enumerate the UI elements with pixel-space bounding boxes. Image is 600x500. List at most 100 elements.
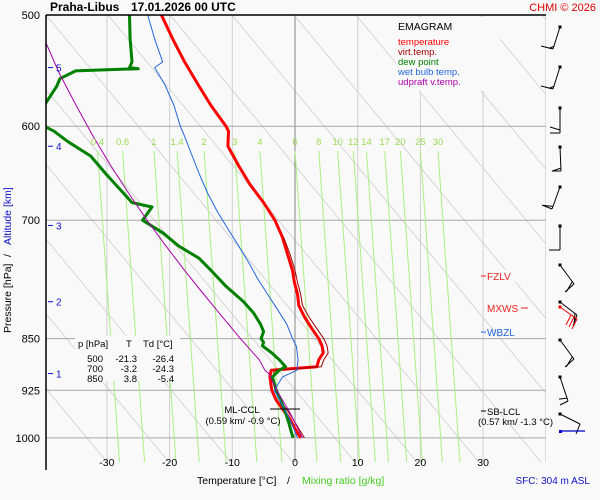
legend-wet-bulb: wet bulb temp. xyxy=(397,67,460,78)
dry-adiabat-line xyxy=(46,238,232,462)
table-cell: 850 xyxy=(87,374,103,385)
x-tick-label: 10 xyxy=(352,457,364,469)
wind-barb xyxy=(551,145,562,172)
wind-barb xyxy=(540,25,562,50)
wind-barb-shaft xyxy=(559,301,578,316)
y-axis-labels: Pressure [hPa] / Altitude [km] xyxy=(2,187,14,333)
table-header-t: T xyxy=(126,339,132,350)
wind-barb-shaft xyxy=(559,339,575,360)
table-cell: -3.2 xyxy=(121,364,137,375)
mixing-ratio-label: 0.6 xyxy=(116,137,129,148)
sb-lcl-label: SB-LCL xyxy=(487,407,520,418)
mixing-ratio-line xyxy=(437,151,461,462)
wind-barb-shaft xyxy=(559,306,578,320)
series xyxy=(46,15,329,439)
table-cell: 3.8 xyxy=(124,374,137,385)
wind-barb-flag xyxy=(559,400,569,406)
mixing-ratio-line xyxy=(234,151,258,462)
wind-barb-flag xyxy=(565,281,573,292)
dry-adiabat-line xyxy=(46,313,170,462)
mixing-ratio-line xyxy=(352,151,376,462)
surface-elevation: SFC: 304 m ASL xyxy=(516,476,591,487)
mixing-ratio-label: 1 xyxy=(151,137,156,148)
y-tick-label: 600 xyxy=(22,121,40,133)
wind-barb-flag xyxy=(558,397,568,400)
wind-barb xyxy=(558,263,575,293)
wind-barb-shaft xyxy=(559,146,562,172)
legend-dew-point: dew point xyxy=(398,57,439,68)
wind-barb-flag xyxy=(568,316,575,328)
legend-box xyxy=(396,17,500,91)
y-tick-label: 700 xyxy=(22,215,40,227)
wind-barb-flag xyxy=(549,126,561,131)
table-cell: -5.4 xyxy=(158,374,174,385)
mixing-ratio-line xyxy=(203,151,227,462)
x-axis-sep: / xyxy=(287,475,290,487)
mixing-ratio-line xyxy=(384,151,408,462)
legend-virt-temp: virt.temp. xyxy=(398,47,437,58)
altitude-tick-label: 2 xyxy=(56,298,62,309)
mixing-ratio-line xyxy=(153,151,177,462)
mixing-ratio-lines xyxy=(96,151,461,462)
dry-adiabat-line xyxy=(46,163,294,462)
y-tick-label: 1000 xyxy=(16,433,40,445)
table-cell: -24.3 xyxy=(152,364,174,375)
mixing-ratio-label: 4 xyxy=(257,137,262,148)
series-wet-bulb-temp- xyxy=(147,15,299,438)
y-axis-sep: / xyxy=(2,254,14,257)
dry-adiabat-line xyxy=(0,15,2,485)
mixing-ratio-line xyxy=(294,151,318,462)
x-tick-label: -20 xyxy=(162,457,177,469)
table-header-p: p [hPa] xyxy=(78,339,108,350)
mixing-ratio-label: 30 xyxy=(433,137,444,148)
dry-adiabat-line xyxy=(46,387,108,462)
table-row: 850 3.8 -5.4 xyxy=(87,374,174,385)
mixing-ratio-label: 25 xyxy=(415,137,426,148)
y-tick-label: 850 xyxy=(22,334,40,346)
mixing-ratio-label: 20 xyxy=(395,137,406,148)
wind-barb-flag xyxy=(548,85,555,89)
wind-barb-shaft xyxy=(552,66,561,90)
legend-updraft: udpraft v.temp. xyxy=(398,77,461,88)
table-cell: -21.3 xyxy=(115,354,137,365)
wind-barb-flag xyxy=(571,318,578,330)
mixing-ratio-label: 3 xyxy=(232,137,237,148)
altitude-tick-label: 5 xyxy=(56,64,62,75)
mixing-ratio-label: 0.4 xyxy=(91,137,104,148)
wind-barb-max xyxy=(558,305,578,330)
ml-ccl-label: ML-CCL xyxy=(224,405,259,416)
wind-barb xyxy=(558,375,569,406)
table-header-td: Td [°C] xyxy=(143,339,173,350)
mxws-label: MXWS xyxy=(487,304,518,315)
wind-barb-flag xyxy=(565,356,573,367)
axes: 0.4 0.6 1 1.4 2 3 4 6 8 10 12 14 17 20 25 3050060070085… xyxy=(16,10,546,470)
series-temperature xyxy=(160,15,325,439)
mixing-ratio-label: 8 xyxy=(316,137,321,148)
wind-barb-shaft xyxy=(552,26,561,50)
wind-barb-flag xyxy=(575,423,581,435)
wind-barb xyxy=(558,412,581,435)
x-axis-label: Temperature [°C] xyxy=(197,475,277,487)
wind-barb xyxy=(541,185,562,210)
wind-barb xyxy=(558,300,578,327)
dry-adiabat-line xyxy=(46,88,356,462)
mixing-ratio-label: 12 xyxy=(348,137,359,148)
dry-adiabat-line xyxy=(169,15,542,462)
series-udpraft-v-temp- xyxy=(46,41,303,439)
altitude-tick-label: 3 xyxy=(56,221,62,232)
table-cell: -26.4 xyxy=(152,354,174,365)
y-axis-label: Pressure [hPa] xyxy=(2,263,14,333)
sb-lcl-value: (0.57 km/ -1.3 °C) xyxy=(478,417,553,428)
wind-barb-flag xyxy=(542,204,554,207)
wind-barb xyxy=(540,65,562,90)
dry-adiabat-line xyxy=(355,15,546,245)
wind-barb-flag xyxy=(565,314,572,326)
mixing-ratio-label: 1.4 xyxy=(171,137,184,148)
x-tick-label: -10 xyxy=(225,457,240,469)
series-dew-point xyxy=(46,15,295,439)
altitude-tick-label: 1 xyxy=(56,370,62,381)
datetime: 17.01.2026 00 UTC xyxy=(131,0,236,14)
x-axis-label-2: Mixing ratio [g/kg] xyxy=(302,475,384,487)
mixing-ratio-label: 17 xyxy=(379,137,390,148)
